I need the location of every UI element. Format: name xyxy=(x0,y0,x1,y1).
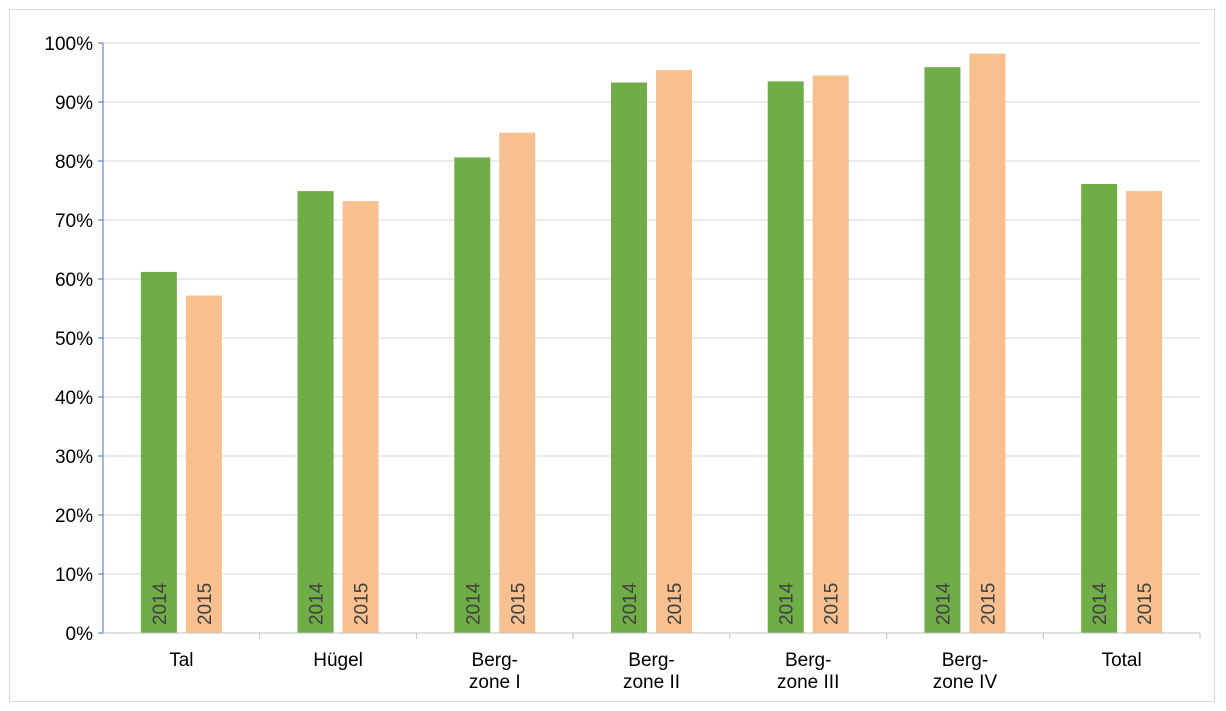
bar-2014-0 xyxy=(140,271,177,633)
x-tick-label: Berg-zone II xyxy=(623,650,680,693)
bar-label: 2014 xyxy=(1090,582,1111,625)
y-tick-label: 90% xyxy=(55,93,93,114)
x-tick-label: Berg-zone III xyxy=(777,650,839,693)
bar-2014-6 xyxy=(1081,184,1118,633)
x-tick-label: Tal xyxy=(169,650,193,671)
gridlines xyxy=(103,42,1200,575)
bar-2014-3 xyxy=(611,82,647,633)
y-tick-label: 20% xyxy=(55,506,93,527)
x-tick-label: Berg-zone IV xyxy=(933,650,998,693)
bar-label: 2014 xyxy=(463,582,484,625)
x-tick-label: Hügel xyxy=(313,650,363,671)
y-tick-label: 70% xyxy=(55,211,93,232)
bar-2015-4 xyxy=(812,75,849,633)
bar-label: 2015 xyxy=(508,583,529,625)
bar-label: 2015 xyxy=(822,583,843,625)
bar-2015-1 xyxy=(342,201,379,633)
bar-label: 2015 xyxy=(352,583,373,625)
x-tick-label: Berg-zone I xyxy=(469,650,521,693)
y-tick-label: 0% xyxy=(66,624,94,645)
bar-2015-3 xyxy=(656,70,692,633)
y-tick-label: 100% xyxy=(44,34,93,55)
bar-label: 2014 xyxy=(777,582,798,625)
bar-label: 2015 xyxy=(665,583,686,625)
bar-2015-5 xyxy=(969,53,1006,634)
bar-2014-5 xyxy=(924,67,961,633)
bar-label: 2015 xyxy=(1135,583,1156,625)
bar-2015-6 xyxy=(1126,191,1163,633)
x-axis-ticks: Tal Hügel Berg-zone I Berg-zone II Berg-zone… xyxy=(169,650,1142,693)
y-tick-label: 60% xyxy=(55,270,93,291)
bars: 2014 2015 2014 2015 2014 2015 2014 2015 2014 2015… xyxy=(140,53,1163,634)
bar-label: 2015 xyxy=(195,583,216,625)
y-tick-label: 50% xyxy=(55,329,93,350)
y-tick-label: 10% xyxy=(55,565,93,586)
bar-2014-2 xyxy=(454,157,491,633)
bar-2014-1 xyxy=(297,191,334,633)
x-tick-label: Total xyxy=(1102,650,1142,671)
axes xyxy=(98,42,1201,639)
bar-2015-2 xyxy=(499,132,536,633)
y-tick-label: 40% xyxy=(55,388,93,409)
bar-label: 2014 xyxy=(620,582,641,625)
bar-label: 2014 xyxy=(307,582,328,625)
y-tick-label: 80% xyxy=(55,152,93,173)
bar-2015-0 xyxy=(185,295,222,633)
bar-label: 2015 xyxy=(978,583,999,625)
y-axis-ticks: 0% 10% 20% 30% 40% 50% 60% 70% 80% 90% 100% xyxy=(44,34,93,645)
bar-label: 2014 xyxy=(150,582,171,625)
bar-2014-4 xyxy=(767,81,804,634)
y-tick-label: 30% xyxy=(55,447,93,468)
bar-label: 2014 xyxy=(933,582,954,625)
